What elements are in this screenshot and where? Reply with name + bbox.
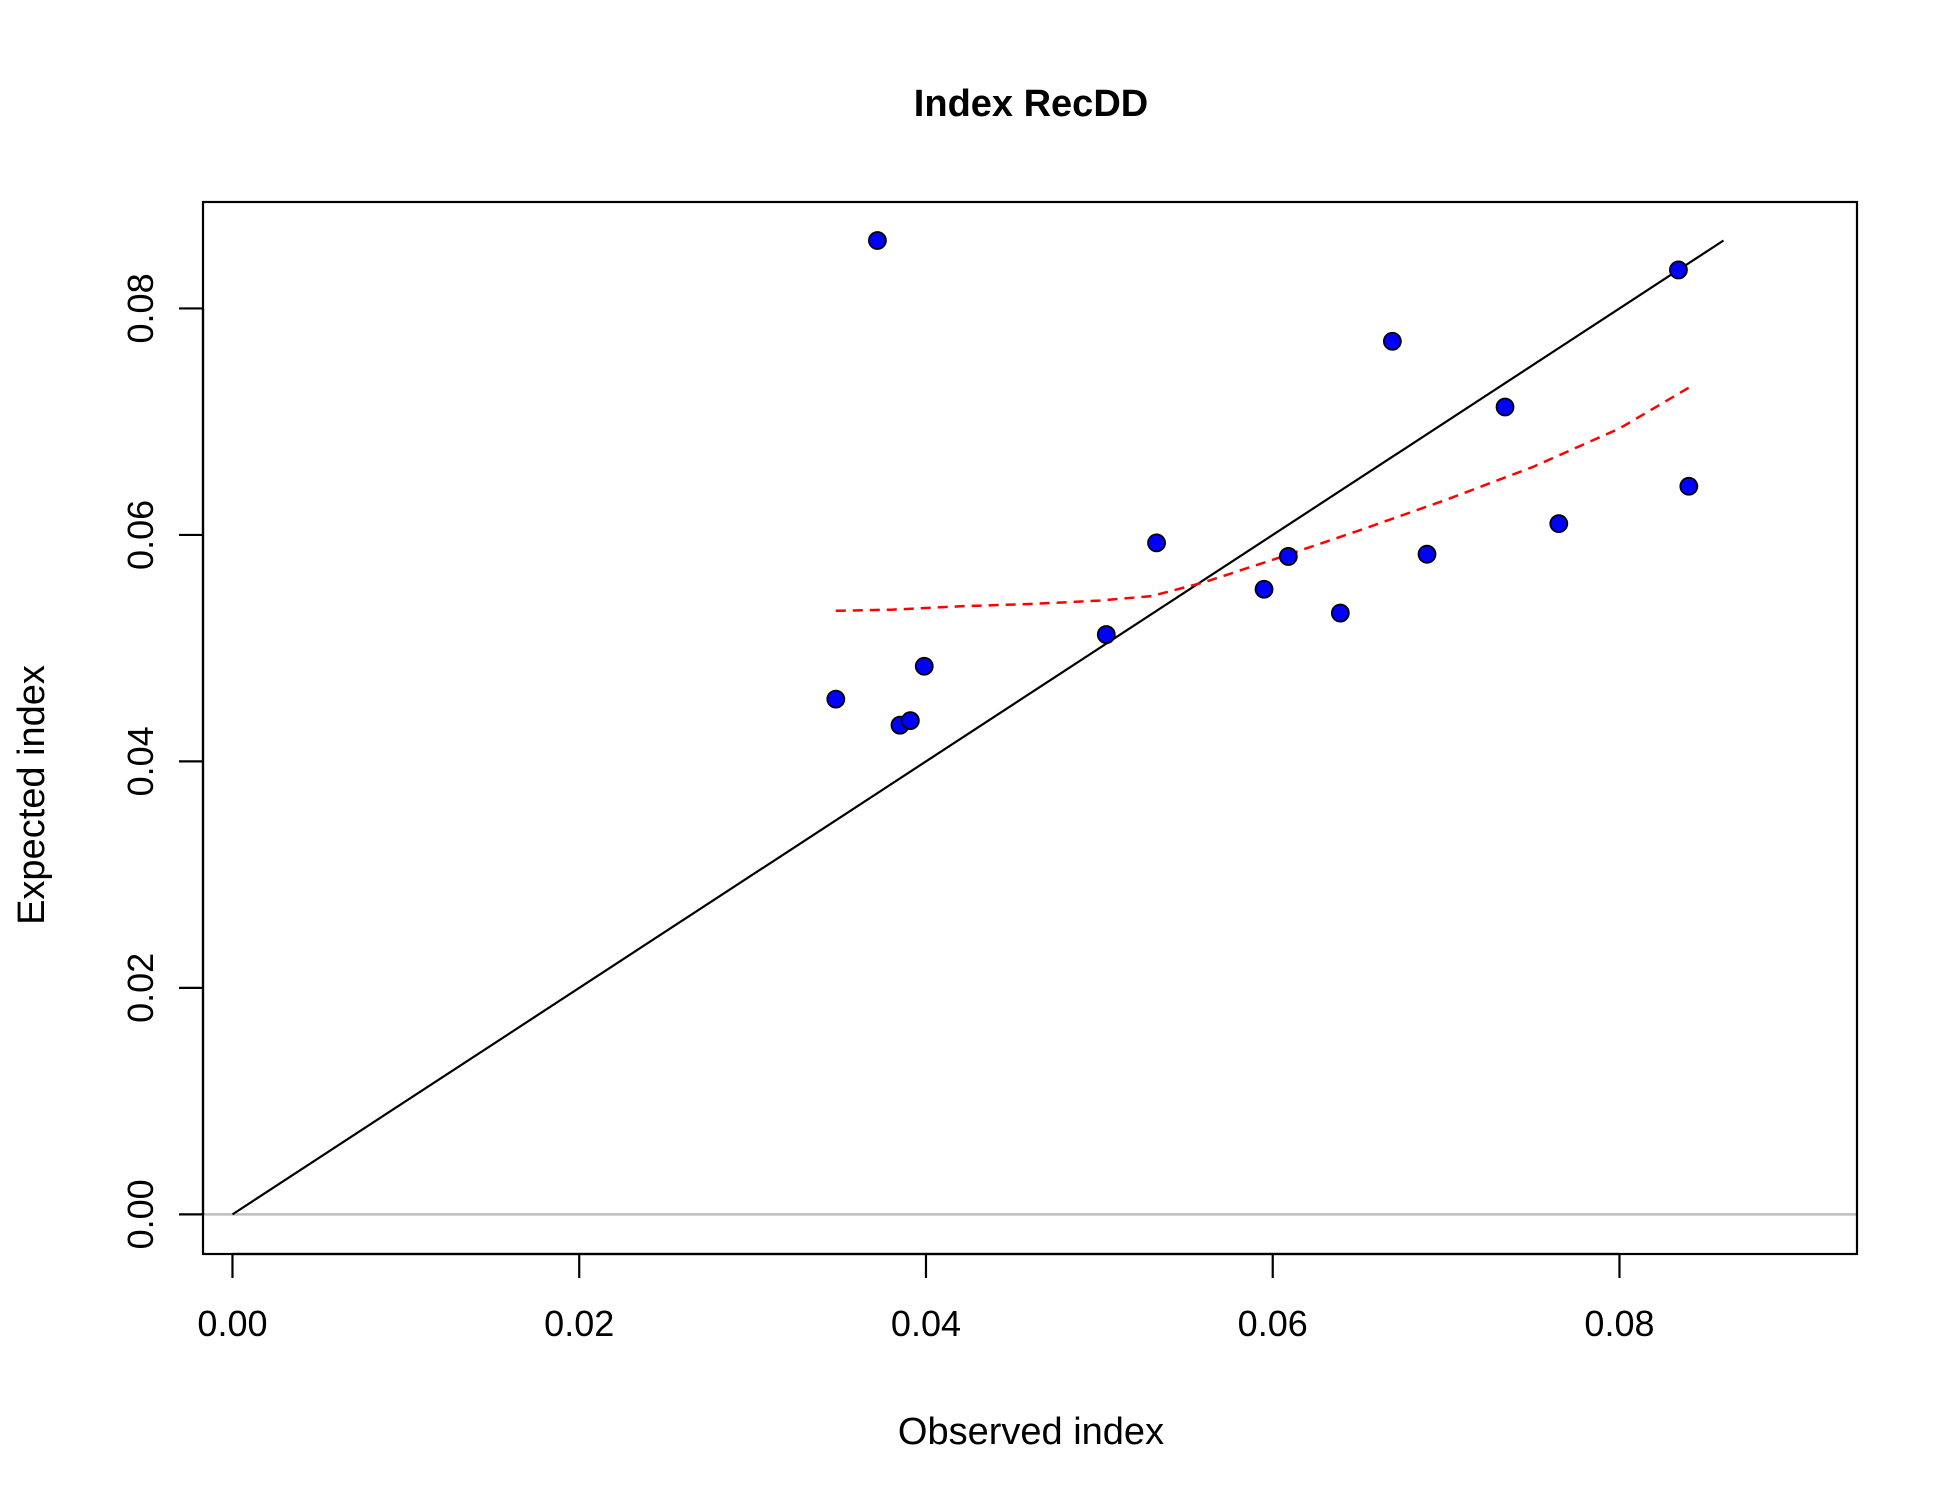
x-tick-label: 0.04 [891, 1303, 961, 1344]
data-point-10 [1330, 603, 1350, 623]
y-tick-label: 0.00 [120, 1179, 161, 1249]
data-point-12 [1417, 544, 1437, 564]
data-point-2 [868, 231, 887, 250]
data-point-14 [1549, 514, 1569, 534]
x-tick-label: 0.06 [1238, 1303, 1308, 1344]
identity-line [231, 239, 1725, 1216]
data-point-16 [1679, 476, 1699, 496]
chart-title: Index RecDD [914, 83, 1148, 125]
x-tick-label: 0.00 [197, 1303, 267, 1344]
data-point-5 [914, 656, 934, 676]
y-tick-label: 0.06 [120, 500, 161, 570]
y-tick-label: 0.08 [120, 273, 161, 343]
data-point-13 [1495, 397, 1515, 417]
x-tick-label: 0.08 [1584, 1303, 1654, 1344]
smooth-curve [835, 386, 1690, 613]
plot-area: 0.00 0.02 0.04 0.06 0.08 0.00 0.02 0.04 0.06 0.08 [120, 200, 1859, 1344]
data-point-1 [826, 689, 846, 709]
data-point-8 [1254, 579, 1274, 599]
data-point-9 [1278, 547, 1298, 566]
y-tick-label: 0.02 [120, 953, 161, 1023]
data-point-11 [1382, 331, 1402, 351]
y-axis-label: Expected index [11, 665, 53, 925]
data-point-4 [900, 711, 920, 731]
data-point-7 [1147, 533, 1166, 553]
x-tick-label: 0.02 [544, 1303, 614, 1344]
data-point-15 [1669, 260, 1688, 280]
data-point-6 [1096, 625, 1116, 644]
y-tick-label: 0.04 [120, 726, 161, 796]
plot-frame [201, 200, 1859, 1256]
x-axis-label: Observed index [898, 1411, 1164, 1453]
